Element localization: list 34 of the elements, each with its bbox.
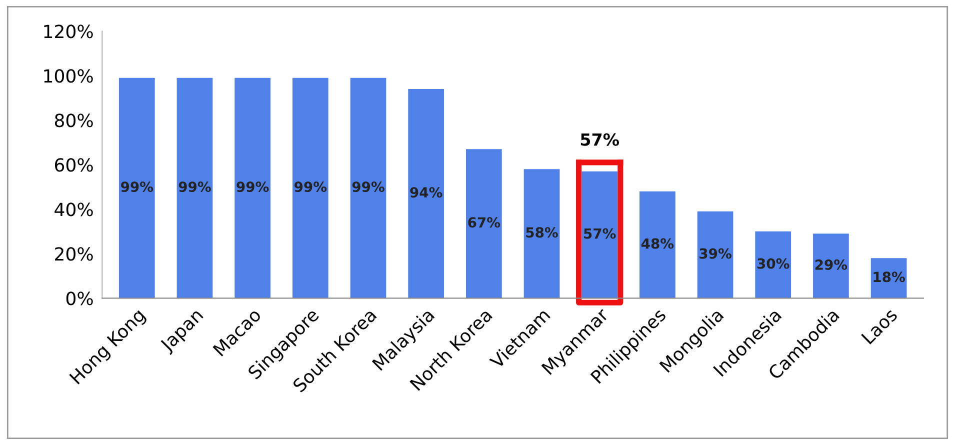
data-label: 39%: [700, 248, 732, 259]
y-tick-label: 0%: [66, 292, 93, 306]
data-label: 58%: [526, 227, 558, 238]
y-tick-label: 60%: [54, 158, 93, 172]
data-label: 99%: [178, 182, 211, 192]
bar: [408, 89, 444, 298]
data-label: 94%: [410, 187, 442, 198]
bar: [466, 149, 502, 298]
annotation: 57%: [580, 133, 620, 146]
data-label: 48%: [641, 238, 674, 249]
bar: [234, 78, 270, 298]
bar: [755, 231, 792, 298]
data-label: 29%: [815, 259, 848, 270]
y-tick-label: 40%: [54, 202, 93, 216]
data-label: 99%: [352, 182, 384, 192]
data-label: 67%: [468, 217, 500, 228]
bar: [697, 211, 734, 298]
data-label: 18%: [874, 272, 905, 282]
bar: [292, 78, 328, 298]
bar: [176, 78, 213, 298]
data-label: 99%: [294, 182, 327, 192]
bar: [118, 78, 155, 298]
bar: [524, 169, 560, 298]
y-tick-label: 120%: [44, 24, 93, 38]
bar: [350, 78, 386, 298]
y-tick-label: 80%: [54, 114, 93, 128]
bar: [640, 191, 676, 298]
y-tick-label: 100%: [44, 69, 93, 83]
data-label: 57%: [584, 228, 616, 239]
y-tick-label: 20%: [55, 247, 93, 261]
bar: [813, 234, 849, 298]
data-label: 30%: [757, 258, 790, 269]
data-label: 99%: [120, 182, 154, 192]
data-label: 99%: [236, 182, 269, 192]
